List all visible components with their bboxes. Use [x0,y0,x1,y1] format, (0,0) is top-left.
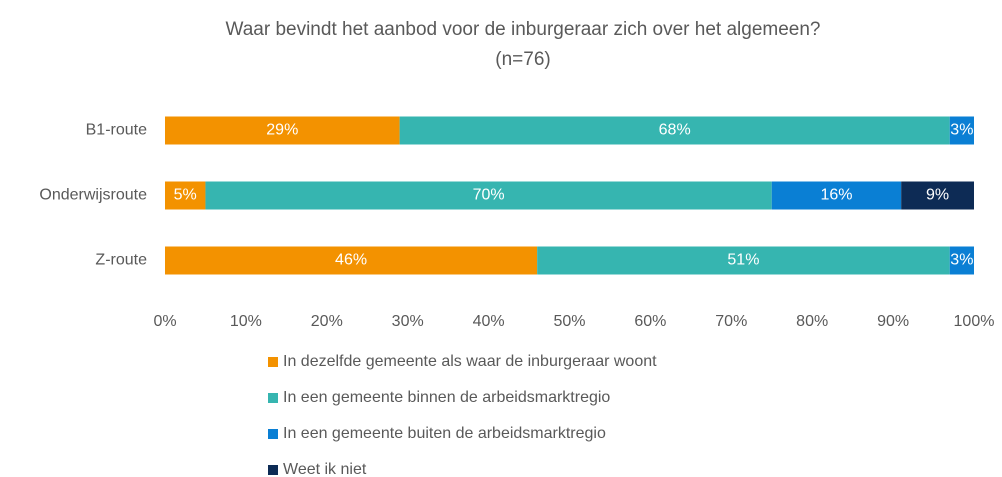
bar-segment [165,181,206,210]
value-label: 9% [926,187,949,204]
bar-segment [165,246,538,275]
value-label: 29% [266,122,298,139]
bar-segment [771,181,902,210]
chart-title: Waar bevindt het aanbod voor de inburger… [225,19,820,40]
bar-segment [949,246,974,275]
bar-segment [165,116,400,145]
legend-swatch [268,429,278,439]
x-tick-label: 0% [153,313,176,330]
value-label: 3% [950,252,973,269]
value-label: 70% [473,187,505,204]
x-tick-label: 90% [877,313,909,330]
legend-swatch [268,465,278,475]
y-tick-label: Onderwijsroute [39,187,147,204]
x-tick-label: 40% [473,313,505,330]
legend-label: In een gemeente binnen de arbeidsmarktre… [283,389,610,406]
x-tick-label: 10% [230,313,262,330]
bar-segment [901,181,974,210]
bar-segment [399,116,950,145]
x-tick-label: 60% [634,313,666,330]
x-tick-label: 100% [954,313,995,330]
value-label: 46% [335,252,367,269]
bar-segment [949,116,974,145]
chart-subtitle: (n=76) [495,49,550,70]
x-tick-label: 50% [553,313,585,330]
legend-swatch [268,357,278,367]
value-label: 3% [950,122,973,139]
value-label: 68% [659,122,691,139]
value-label: 51% [727,252,759,269]
y-tick-label: Z-route [95,252,147,269]
legend-swatch [268,393,278,403]
bar-segment [537,246,950,275]
x-tick-label: 20% [311,313,343,330]
y-tick-label: B1-route [86,122,147,139]
x-tick-label: 70% [715,313,747,330]
legend-label: In een gemeente buiten de arbeidsmarktre… [283,425,606,442]
x-tick-label: 30% [392,313,424,330]
legend-label: In dezelfde gemeente als waar de inburge… [283,353,657,370]
x-tick-label: 80% [796,313,828,330]
legend-label: Weet ik niet [283,461,367,477]
bar-segment [205,181,772,210]
value-label: 16% [820,187,852,204]
value-label: 5% [174,187,197,204]
